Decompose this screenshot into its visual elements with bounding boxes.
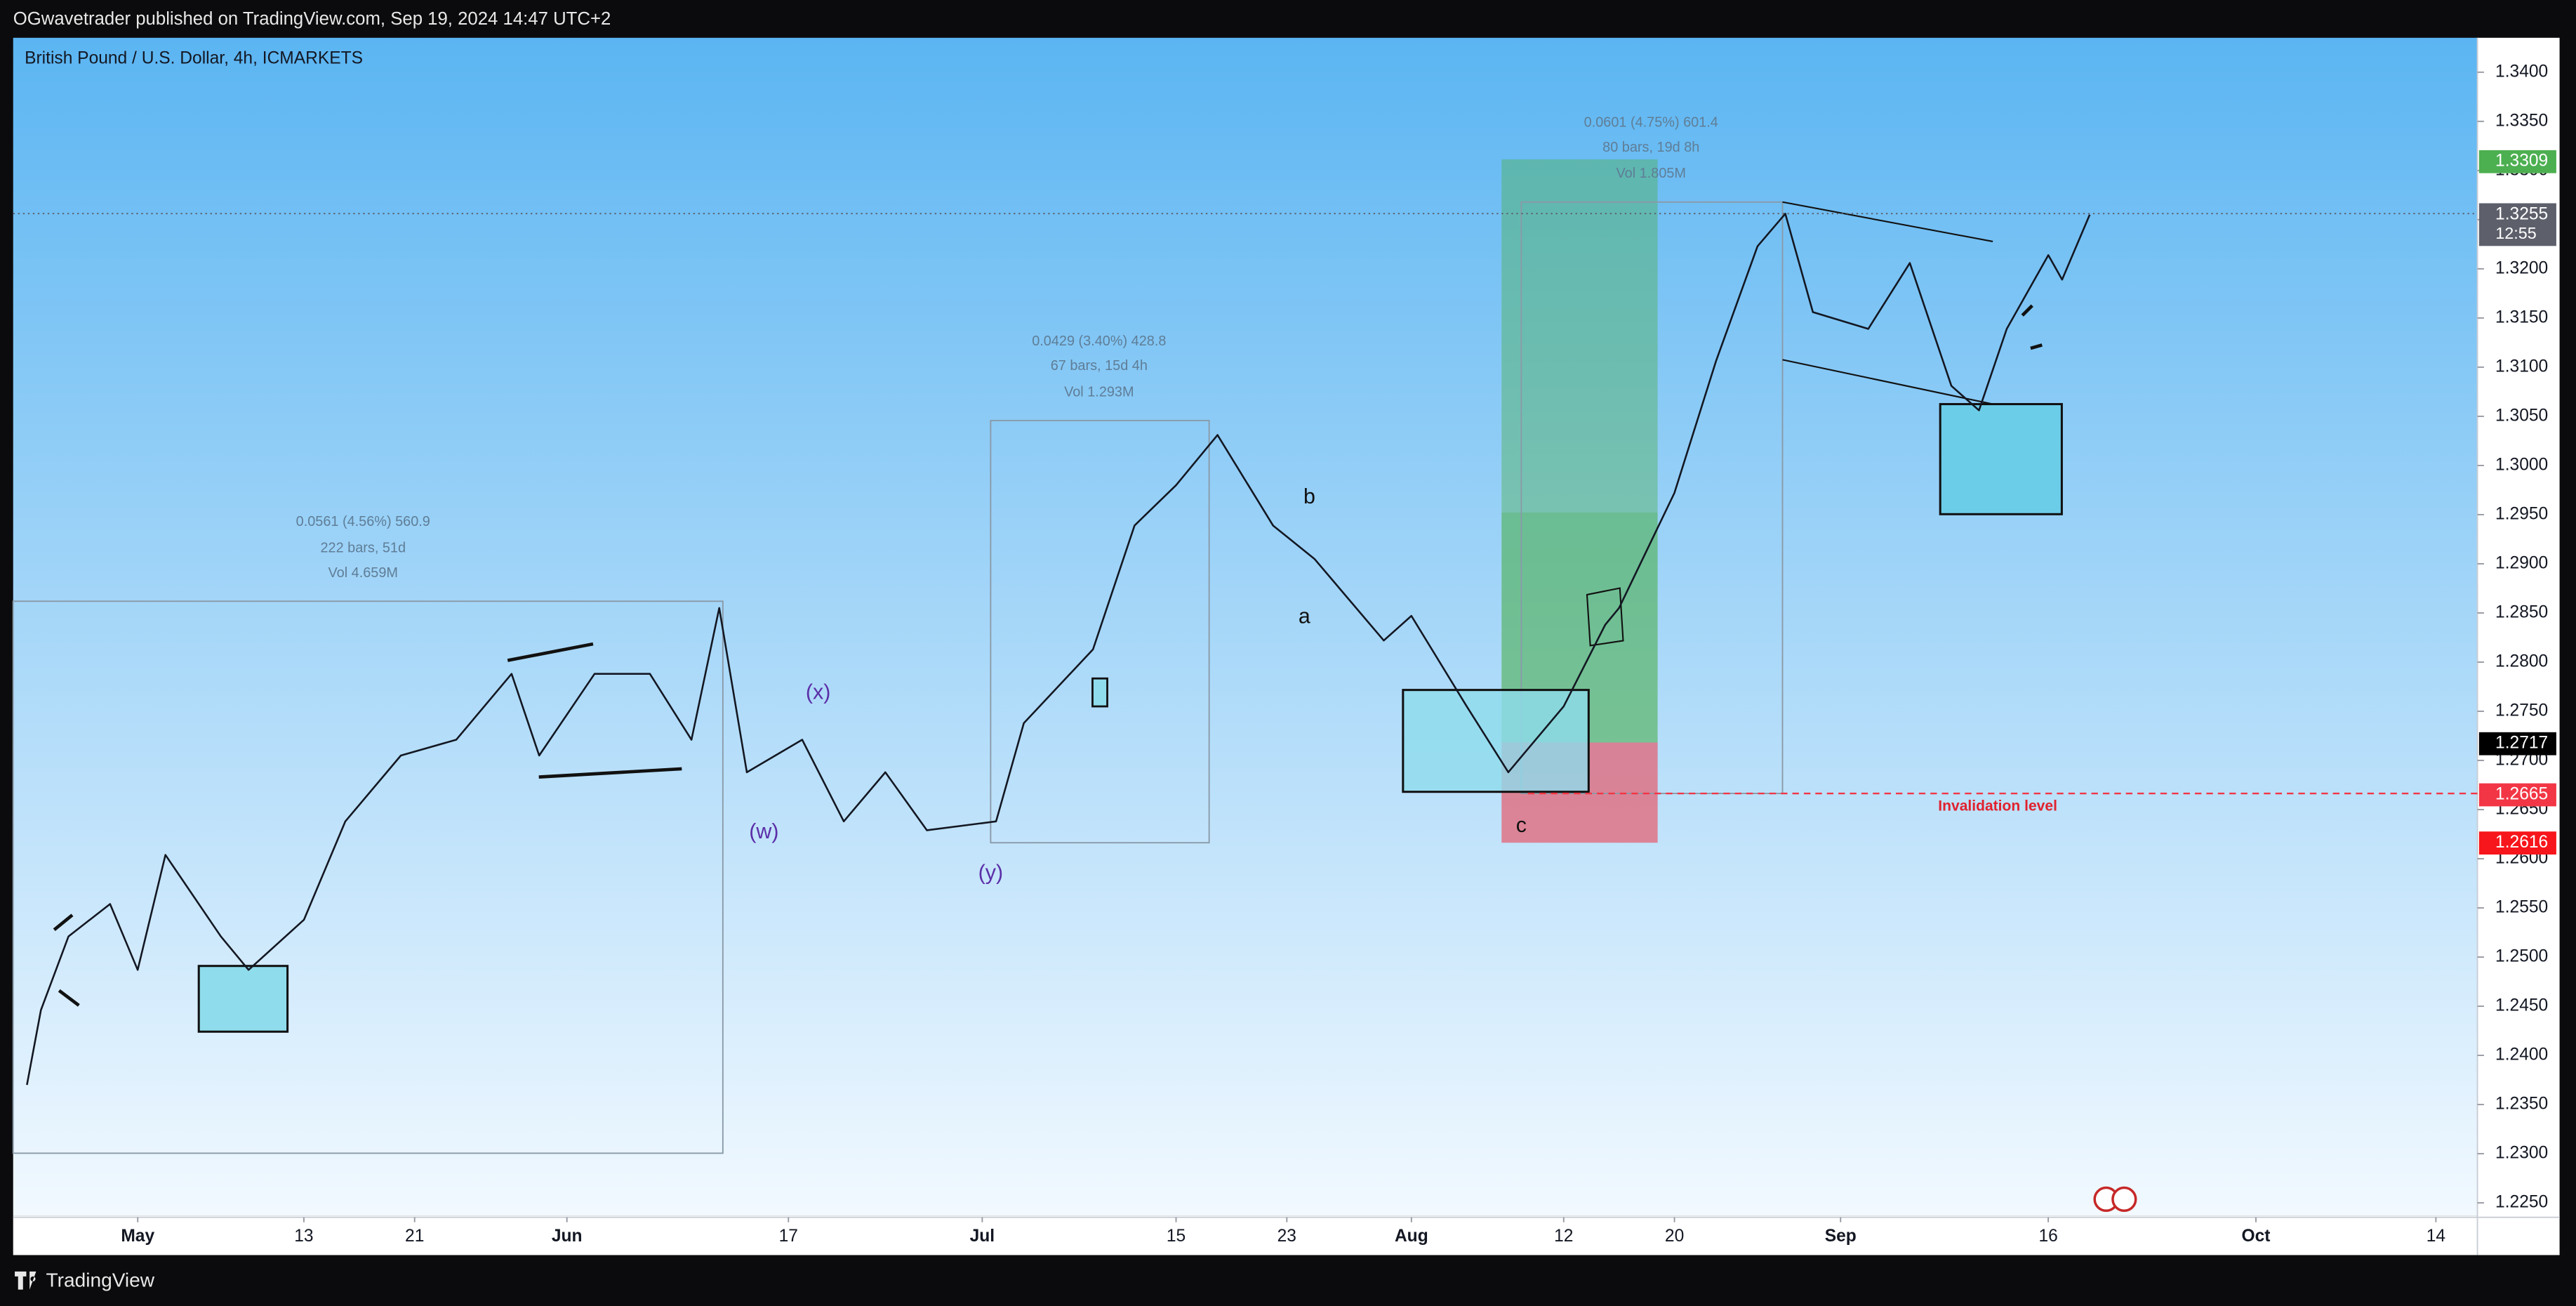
- y-tick-label: 1.3050: [2495, 406, 2548, 425]
- y-tick-label: 1.3350: [2495, 111, 2548, 130]
- target-zone: [1501, 159, 1658, 513]
- wave-label: b: [1303, 484, 1315, 508]
- measure-box: [1520, 201, 1784, 794]
- measure-text: 0.0561 (4.56%) 560.9: [296, 514, 430, 529]
- measure-text: 0.0429 (3.40%) 428.8: [1032, 334, 1166, 349]
- logo-icon: [15, 1271, 36, 1290]
- x-tick-label: Aug: [1395, 1227, 1428, 1246]
- channel-line: [1782, 359, 1993, 405]
- price-marker: [2478, 783, 2556, 807]
- trendline: [53, 913, 74, 932]
- y-tick-label: 1.2450: [2495, 996, 2548, 1015]
- x-tick-label: Jul: [970, 1227, 995, 1246]
- x-tick-label: Sep: [1825, 1227, 1857, 1246]
- zone-box: [197, 965, 289, 1033]
- measure-text: 222 bars, 51d: [320, 541, 406, 556]
- y-tick-label: 1.2350: [2495, 1095, 2548, 1114]
- price-line: [26, 213, 2091, 1086]
- wave-label: a: [1299, 605, 1310, 628]
- x-tick-label: 14: [2426, 1227, 2445, 1246]
- y-tick-label: 1.2950: [2495, 504, 2548, 523]
- price-marker-label: 1.3255: [2495, 204, 2548, 223]
- x-tick-label: 23: [1277, 1227, 1296, 1246]
- price-marker: [2478, 203, 2556, 246]
- x-tick-label: Jun: [552, 1227, 583, 1246]
- wave-label: (w): [749, 819, 778, 843]
- channel-line: [1782, 201, 1993, 242]
- x-tick-label: Oct: [2242, 1227, 2271, 1246]
- y-tick-label: 1.2500: [2495, 947, 2548, 966]
- x-tick-label: 12: [1554, 1227, 1573, 1246]
- price-marker: [2478, 732, 2556, 756]
- measure-text: 80 bars, 19d 8h: [1602, 140, 1699, 155]
- countdown: 12:55: [2495, 224, 2537, 242]
- y-tick-label: 1.2300: [2495, 1144, 2548, 1163]
- x-tick-label: 17: [779, 1227, 798, 1246]
- header-text: OGwavetrader published on TradingView.co…: [13, 9, 611, 29]
- y-tick-label: 1.2400: [2495, 1046, 2548, 1064]
- zone-box: [1939, 403, 2063, 515]
- y-tick-label: 1.3200: [2495, 258, 2548, 277]
- y-tick-label: 1.3100: [2495, 357, 2548, 376]
- measure-box: [990, 420, 1210, 844]
- price-marker-label: 1.2717: [2495, 734, 2548, 753]
- measure-text: Vol 4.659M: [328, 565, 398, 581]
- drawings: [53, 201, 2043, 1007]
- y-tick-label: 1.2250: [2495, 1193, 2548, 1212]
- zone-box: [1402, 689, 1590, 793]
- trendline: [2021, 304, 2033, 317]
- y-tick-label: 1.2850: [2495, 602, 2548, 621]
- trendline: [58, 989, 80, 1007]
- measure-text: Vol 1.805M: [1616, 166, 1686, 181]
- footer-logo: TradingView: [46, 1269, 155, 1291]
- price-marker: [2478, 831, 2556, 855]
- y-tick-label: 1.2800: [2495, 652, 2548, 671]
- y-tick-label: 1.3000: [2495, 455, 2548, 474]
- wave-label: c: [1516, 813, 1527, 837]
- chart-title: British Pound / U.S. Dollar, 4h, ICMARKE…: [25, 49, 363, 68]
- wave-label: (x): [806, 680, 830, 704]
- measure-box: [12, 600, 724, 1154]
- price-marker-label: 1.3309: [2495, 152, 2548, 171]
- x-tick-label: 16: [2038, 1227, 2057, 1246]
- event-icon[interactable]: [2111, 1186, 2137, 1213]
- wave-label: (y): [978, 861, 1003, 885]
- price-marker-label: 1.2616: [2495, 833, 2548, 852]
- chart-layer: 1.2250 1.2300 1.2350 1.2400 1.2450 1.2500 1.25…: [26, 62, 2556, 1246]
- trendline: [538, 767, 682, 779]
- price-marker-label: 1.2665: [2495, 784, 2548, 803]
- y-tick-label: 1.2750: [2495, 701, 2548, 720]
- measure-text: Vol 1.293M: [1064, 384, 1134, 400]
- invalidation-text: Invalidation level: [1938, 798, 2057, 814]
- measure-text: 0.0601 (4.75%) 601.4: [1584, 115, 1718, 131]
- x-tick-label: May: [121, 1227, 154, 1246]
- zone-box: [1091, 677, 1108, 708]
- price-marker: [2478, 150, 2556, 173]
- y-tick-label: 1.3400: [2495, 62, 2548, 81]
- y-tick-label: 1.3150: [2495, 308, 2548, 326]
- time-axis: [13, 1215, 2560, 1255]
- trendline: [507, 642, 594, 662]
- measure-text: 67 bars, 15d 4h: [1051, 358, 1148, 374]
- plot-area: [13, 37, 2478, 1216]
- x-tick-label: 21: [405, 1227, 424, 1246]
- y-tick-label: 1.2900: [2495, 553, 2548, 572]
- x-tick-label: 13: [294, 1227, 313, 1246]
- x-tick-label: 20: [1665, 1227, 1684, 1246]
- flag: [1586, 587, 1624, 647]
- y-tick-label: 1.2550: [2495, 898, 2548, 917]
- x-tick-label: 15: [1167, 1227, 1186, 1246]
- trendline: [2030, 343, 2043, 350]
